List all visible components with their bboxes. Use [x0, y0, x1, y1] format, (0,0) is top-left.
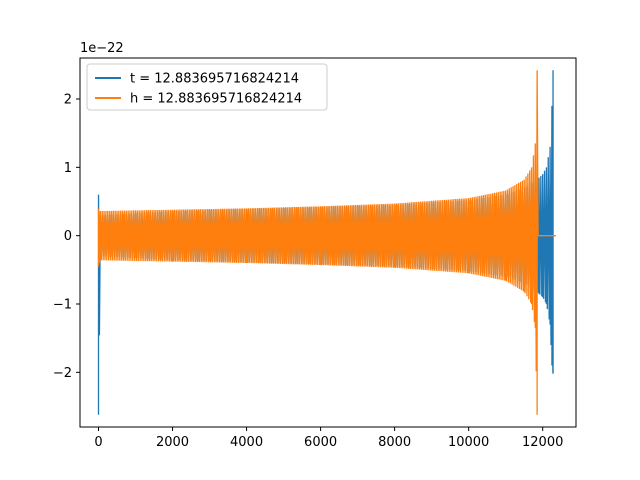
series-line-1 — [97, 70, 556, 415]
y-tick-label: 0 — [64, 229, 72, 244]
legend-entry: t = 12.883695716824214 — [130, 72, 299, 87]
x-tick-label: 0 — [94, 435, 102, 450]
legend-box — [86, 63, 328, 111]
ticks: 0 2000 4000 6000 8000 10000 12000 −2 −1 0 1 2 — [53, 93, 564, 451]
x-tick-label: 2000 — [156, 435, 189, 450]
axes-frame — [79, 57, 577, 428]
plot-area — [97, 70, 556, 415]
axes — [79, 57, 577, 428]
legend-entry: h = 12.883695716824214 — [130, 92, 302, 107]
x-tick-label: 6000 — [304, 435, 337, 450]
y-tick-label: −1 — [53, 298, 72, 313]
x-tick-label: 10000 — [448, 435, 489, 450]
legend: t = 12.883695716824214 h = 12.88369571682… — [86, 63, 328, 111]
x-tick-label: 12000 — [522, 435, 563, 450]
x-tick-label: 8000 — [378, 435, 411, 450]
x-tick-label: 4000 — [230, 435, 263, 450]
y-scale-label: 1e−22 — [80, 41, 124, 56]
y-tick-label: 2 — [64, 93, 72, 108]
y-tick-label: 1 — [64, 161, 72, 176]
y-tick-label: −2 — [53, 366, 72, 381]
